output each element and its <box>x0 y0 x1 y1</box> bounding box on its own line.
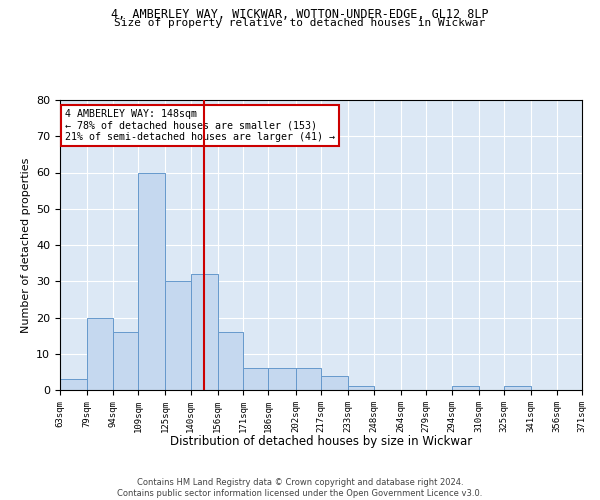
Bar <box>268 368 296 390</box>
Text: 4 AMBERLEY WAY: 148sqm
← 78% of detached houses are smaller (153)
21% of semi-de: 4 AMBERLEY WAY: 148sqm ← 78% of detached… <box>65 108 335 142</box>
Text: Distribution of detached houses by size in Wickwar: Distribution of detached houses by size … <box>170 435 472 448</box>
Y-axis label: Number of detached properties: Number of detached properties <box>20 158 31 332</box>
Text: Contains HM Land Registry data © Crown copyright and database right 2024.
Contai: Contains HM Land Registry data © Crown c… <box>118 478 482 498</box>
Bar <box>218 332 243 390</box>
Text: Size of property relative to detached houses in Wickwar: Size of property relative to detached ho… <box>115 18 485 28</box>
Bar <box>348 386 374 390</box>
Bar <box>113 332 138 390</box>
Bar <box>138 172 165 390</box>
Bar <box>504 386 531 390</box>
Text: 4, AMBERLEY WAY, WICKWAR, WOTTON-UNDER-EDGE, GL12 8LP: 4, AMBERLEY WAY, WICKWAR, WOTTON-UNDER-E… <box>111 8 489 20</box>
Bar <box>243 368 268 390</box>
Bar <box>60 379 87 390</box>
Bar <box>165 281 191 390</box>
Bar <box>452 386 479 390</box>
Bar <box>321 376 348 390</box>
Bar <box>191 274 218 390</box>
Bar <box>87 318 113 390</box>
Bar <box>296 368 321 390</box>
